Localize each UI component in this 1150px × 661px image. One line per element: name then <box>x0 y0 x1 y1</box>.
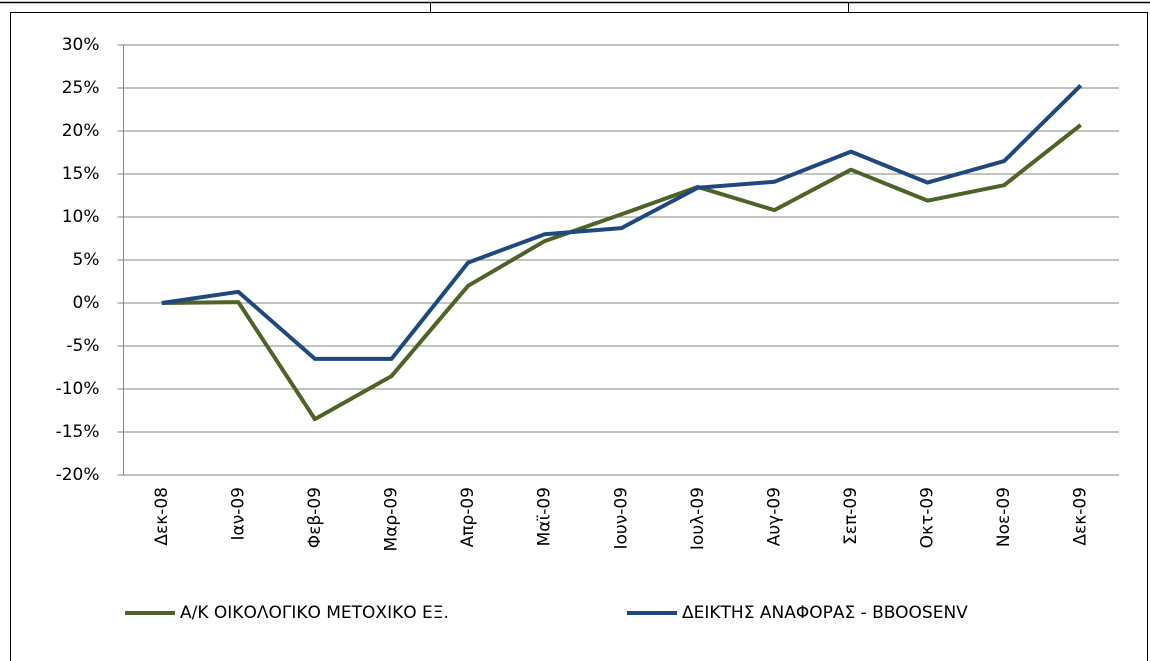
y-tick-label: 30% <box>62 35 100 55</box>
x-tick-label: Δεκ-08 <box>152 487 172 546</box>
series-line <box>161 83 1083 361</box>
y-tick-label: -10% <box>56 379 100 399</box>
y-tick-label: 25% <box>62 78 100 98</box>
x-tick-label: Μαϊ-09 <box>535 487 555 546</box>
x-tick-label: Φεβ-09 <box>305 487 325 548</box>
y-tick-label: 15% <box>62 164 100 184</box>
x-tick-label: Νοε-09 <box>994 487 1014 547</box>
y-tick-label: 5% <box>73 250 100 270</box>
x-tick-label: Ιουλ-09 <box>688 487 708 550</box>
series-line <box>161 123 1082 422</box>
chart-frame <box>10 12 1148 661</box>
x-tick-label: Σεπ-09 <box>841 487 861 545</box>
x-tick-label: Απρ-09 <box>458 487 478 547</box>
x-tick-label: Ιαν-09 <box>228 487 248 540</box>
y-tick-label: -20% <box>56 465 100 485</box>
x-tick-label: Μαρ-09 <box>382 487 402 551</box>
y-tick-label: -15% <box>56 422 100 442</box>
x-tick-label: Οκτ-09 <box>918 487 938 548</box>
x-tick-label: Αυγ-09 <box>764 487 784 546</box>
y-tick-label: -5% <box>66 336 99 356</box>
x-tick-label: Δεκ-09 <box>1071 487 1091 546</box>
y-tick-label: 0% <box>73 293 100 313</box>
legend-label: Α/Κ ΟΙΚΟΛΟΓΙΚΟ ΜΕΤΟΧΙΚΟ ΕΞ. <box>180 603 449 623</box>
y-tick-label: 20% <box>62 121 100 141</box>
legend-label: ΔΕΙΚΤΗΣ ΑΝΑΦΟΡΑΣ - BBOOSENV <box>682 603 968 623</box>
y-tick-label: 10% <box>62 207 100 227</box>
x-tick-label: Ιουν-09 <box>611 487 631 550</box>
